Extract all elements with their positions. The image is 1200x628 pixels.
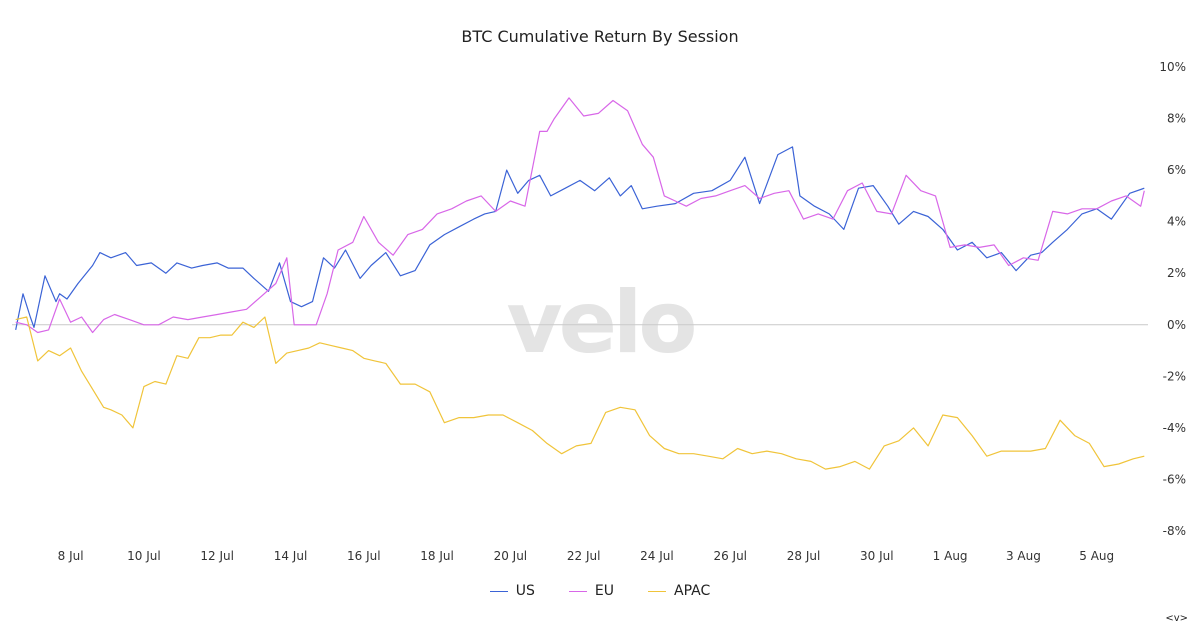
x-tick-label: 30 Jul bbox=[860, 549, 894, 563]
y-tick-label: -4% bbox=[1163, 421, 1186, 435]
x-tick-label: 8 Jul bbox=[58, 549, 84, 563]
x-tick-label: 18 Jul bbox=[420, 549, 454, 563]
x-tick-label: 12 Jul bbox=[200, 549, 234, 563]
y-tick-label: 4% bbox=[1167, 215, 1186, 229]
x-tick-label: 10 Jul bbox=[127, 549, 161, 563]
x-tick-label: 22 Jul bbox=[567, 549, 601, 563]
legend-item-us[interactable]: US bbox=[489, 583, 535, 599]
x-tick-label: 16 Jul bbox=[347, 549, 381, 563]
series-line-us bbox=[15, 146, 1145, 331]
legend-label: APAC bbox=[674, 583, 711, 599]
x-tick-label: 20 Jul bbox=[494, 549, 528, 563]
series-line-eu bbox=[15, 97, 1145, 334]
chart-title: BTC Cumulative Return By Session bbox=[461, 27, 739, 46]
y-tick-label: -8% bbox=[1163, 524, 1186, 538]
y-tick-label: -2% bbox=[1163, 369, 1186, 383]
x-tick-label: 28 Jul bbox=[787, 549, 821, 563]
legend-item-eu[interactable]: EU bbox=[568, 583, 614, 599]
x-tick-label: 14 Jul bbox=[274, 549, 308, 563]
y-tick-label: -6% bbox=[1163, 472, 1186, 486]
legend-item-apac[interactable]: APAC bbox=[648, 583, 710, 599]
x-tick-label: 26 Jul bbox=[713, 549, 747, 563]
legend: US EU APAC bbox=[0, 583, 1200, 599]
x-tick-label: 5 Aug bbox=[1079, 549, 1114, 563]
legend-swatch bbox=[489, 590, 508, 592]
y-tick-label: 2% bbox=[1167, 266, 1186, 280]
y-tick-label: 10% bbox=[1159, 60, 1186, 74]
x-axis: 8 Jul 10 Jul 12 Jul 14 Jul 16 Jul 18 Jul 20 Ju… bbox=[58, 549, 1114, 563]
x-tick-label: 1 Aug bbox=[933, 549, 968, 563]
legend-label: US bbox=[515, 583, 535, 599]
x-tick-label: 24 Jul bbox=[640, 549, 674, 563]
y-tick-label: 8% bbox=[1167, 112, 1186, 126]
y-axis: 10% 8% 6% 4% 2% 0% -2% -4% -6% -8% bbox=[1159, 60, 1186, 538]
legend-label: EU bbox=[594, 583, 614, 599]
series-line-apac bbox=[15, 316, 1145, 470]
corner-mark: <v> bbox=[1165, 613, 1188, 624]
legend-swatch bbox=[648, 590, 666, 592]
legend-swatch bbox=[568, 590, 587, 592]
x-tick-label: 3 Aug bbox=[1006, 549, 1041, 563]
y-tick-label: 6% bbox=[1167, 163, 1186, 177]
series-layer bbox=[15, 97, 1145, 470]
watermark-logo: velo bbox=[507, 273, 695, 373]
y-tick-label: 0% bbox=[1167, 318, 1186, 332]
